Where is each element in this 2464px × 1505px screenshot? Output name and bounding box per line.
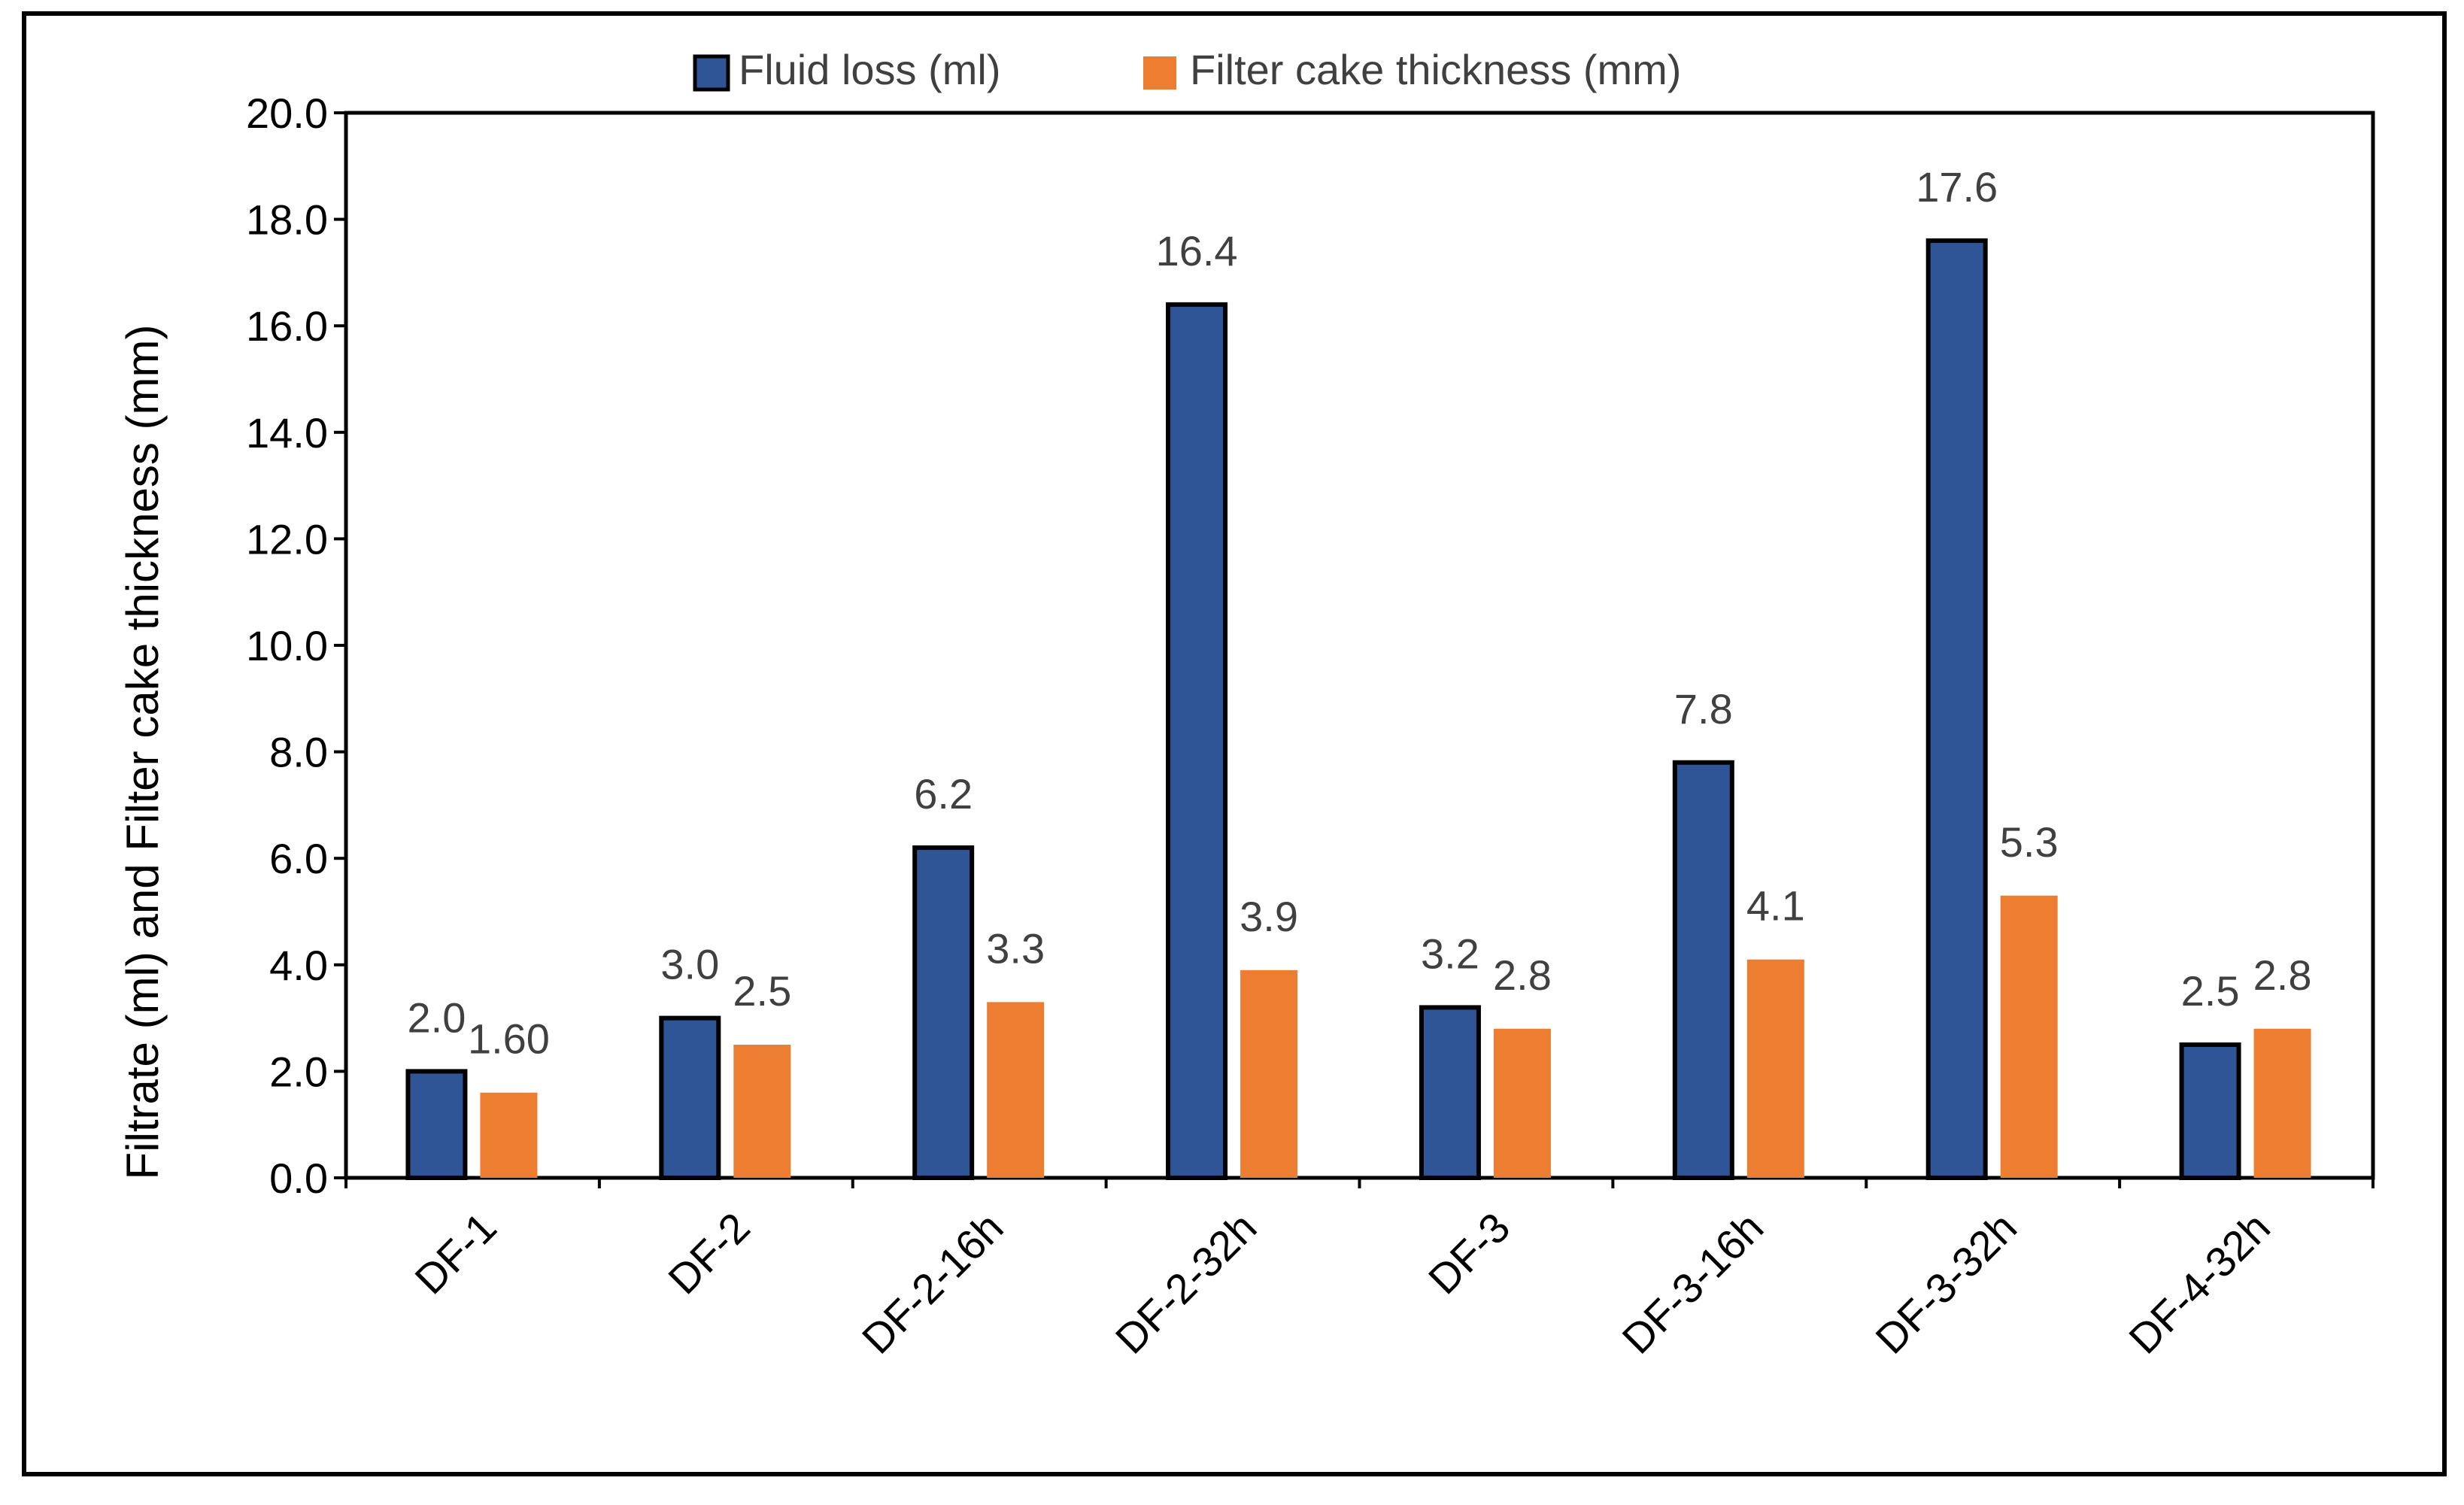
legend-swatch-fluid-loss xyxy=(693,54,730,92)
bar-fluid-loss-df-2 xyxy=(659,1015,721,1180)
bar-filter-cake-df-2-16h xyxy=(987,1002,1045,1178)
legend-label-filter-cake: Filter cake thickness (mm) xyxy=(1190,46,1681,93)
x-tick-label: DF-2-32h xyxy=(1106,1203,1266,1363)
legend: Fluid loss (ml) Filter cake thickness (m… xyxy=(693,46,1681,93)
data-label-filter-cake: 2.8 xyxy=(1493,951,1552,999)
bar-fluid-loss-df-3-32h xyxy=(1925,238,1988,1180)
y-tick-label: 14.0 xyxy=(246,409,328,457)
x-tick-label: DF-2 xyxy=(659,1203,759,1303)
legend-swatch-filter-cake xyxy=(1143,56,1176,90)
y-tick-label: 18.0 xyxy=(246,196,328,244)
y-tick-label: 8.0 xyxy=(269,729,328,776)
y-tick-label: 10.0 xyxy=(246,622,328,669)
data-label-fluid-loss: 2.0 xyxy=(408,994,466,1041)
data-label-fluid-loss: 3.2 xyxy=(1421,930,1479,977)
data-label-fluid-loss: 3.0 xyxy=(660,941,719,988)
bar-filter-cake-df-3-32h xyxy=(2000,895,2058,1178)
plot-area: 0.0 2.0 4.0 6.0 8.0 10.0 12.0 14.0 16.0 18.0 20.0 2… xyxy=(246,90,2375,1363)
y-tick-label: 20.0 xyxy=(246,90,328,137)
x-tick-label: DF-1 xyxy=(405,1203,505,1303)
data-label-fluid-loss: 7.8 xyxy=(1674,685,1733,733)
y-tick-label: 16.0 xyxy=(246,302,328,350)
chart-frame xyxy=(22,11,2447,1476)
x-tick-label: DF-3-16h xyxy=(1613,1203,1772,1363)
y-axis-label: Filtrate (ml) and Filter cake thickness … xyxy=(117,325,168,1180)
bar-filter-cake-df-3-16h xyxy=(1746,959,1804,1178)
y-tick-label: 0.0 xyxy=(269,1155,328,1202)
x-tick-label: DF-2-16h xyxy=(853,1203,1012,1363)
bar-filter-cake-df-2-32h xyxy=(1240,969,1298,1178)
bar-fluid-loss-df-3 xyxy=(1419,1005,1481,1180)
data-label-fluid-loss: 2.5 xyxy=(2181,967,2240,1015)
x-tick-label: DF-4-32h xyxy=(2120,1203,2279,1363)
data-label-filter-cake: 4.1 xyxy=(1746,882,1805,930)
y-tick-label: 6.0 xyxy=(269,835,328,882)
bar-fluid-loss-df-4-32h xyxy=(2179,1042,2241,1180)
data-label-fluid-loss: 16.4 xyxy=(1156,227,1238,275)
data-label-filter-cake: 1.60 xyxy=(468,1015,550,1063)
bar-filter-cake-df-1 xyxy=(480,1092,538,1178)
bar-fluid-loss-df-1 xyxy=(405,1069,468,1181)
data-label-filter-cake: 5.3 xyxy=(2000,818,2059,866)
y-tick-label: 2.0 xyxy=(269,1048,328,1095)
data-label-filter-cake: 2.8 xyxy=(2253,951,2312,999)
bar-fluid-loss-df-2-32h xyxy=(1166,302,1228,1180)
y-tick-label: 12.0 xyxy=(246,515,328,563)
legend-label-fluid-loss: Fluid loss (ml) xyxy=(739,46,1000,93)
bar-filter-cake-df-4-32h xyxy=(2253,1028,2311,1178)
data-label-fluid-loss: 6.2 xyxy=(914,770,973,818)
data-label-fluid-loss: 17.6 xyxy=(1916,163,1998,211)
bar-filter-cake-df-2 xyxy=(733,1045,791,1178)
data-label-filter-cake: 2.5 xyxy=(733,967,791,1015)
x-tick-label: DF-3 xyxy=(1419,1203,1519,1303)
data-label-filter-cake: 3.9 xyxy=(1240,893,1298,940)
bar-filter-cake-df-3 xyxy=(1493,1028,1551,1178)
x-tick-label: DF-3-32h xyxy=(1866,1203,2026,1363)
y-tick-label: 4.0 xyxy=(269,942,328,989)
data-label-filter-cake: 3.3 xyxy=(986,924,1045,972)
plot-border xyxy=(344,111,2375,1180)
bar-fluid-loss-df-2-16h xyxy=(912,845,975,1181)
bar-fluid-loss-df-3-16h xyxy=(1672,760,1734,1180)
